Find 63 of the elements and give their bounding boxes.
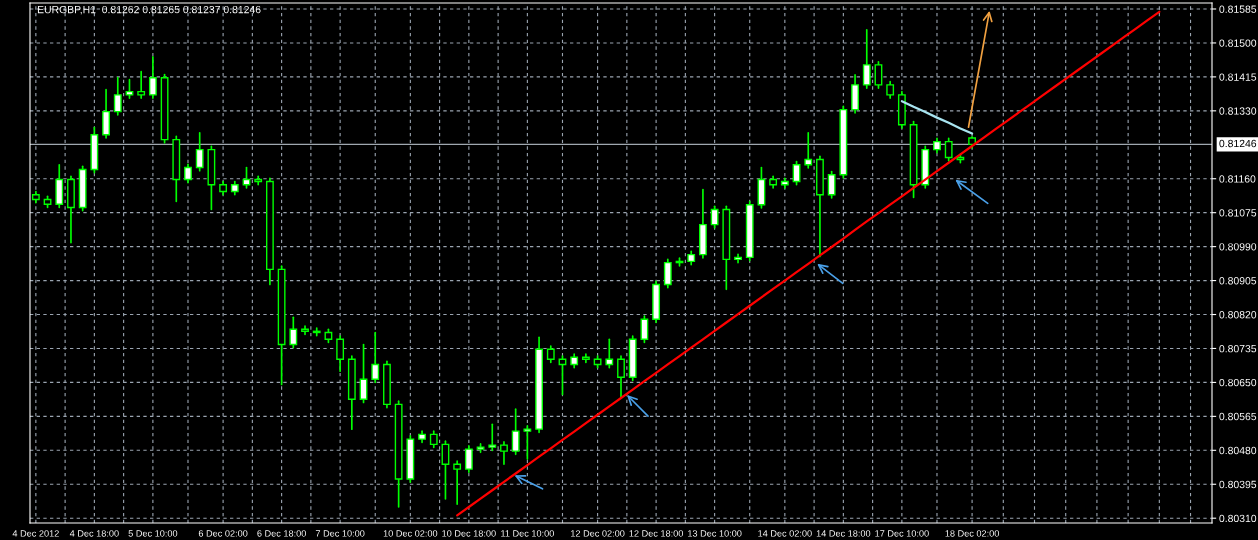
y-tick-label: 0.81075 (1219, 209, 1257, 217)
x-tick-label: 14 Dec 02:00 (758, 530, 812, 537)
candlestick (113, 76, 122, 116)
candlestick (804, 131, 813, 169)
x-tick-label: 17 Dec 10:00 (875, 530, 929, 537)
y-tick-label: 0.80395 (1219, 480, 1257, 489)
candlestick (581, 353, 590, 364)
candlestick (862, 28, 871, 89)
x-tick-label: 4 Dec 18:00 (69, 530, 119, 537)
candlestick (125, 78, 134, 99)
candlestick (184, 163, 192, 184)
x-tick-label: 14 Dec 18:00 (816, 530, 871, 537)
y-tick-label: 0.81585 (1219, 5, 1257, 13)
ref-line-label: 0.81246 (1219, 139, 1257, 148)
y-tick-label: 0.81500 (1219, 39, 1257, 47)
candlestick (148, 56, 157, 99)
y-tick-label: 0.80310 (1219, 514, 1257, 523)
candlestick (792, 160, 801, 186)
candlestick (371, 331, 380, 384)
candlestick (511, 408, 520, 456)
candlestick (663, 258, 672, 289)
x-tick-label: 18 Dec 02:00 (945, 530, 999, 537)
x-tick-label: 10 Dec 18:00 (442, 530, 496, 537)
y-tick-label: 0.80480 (1219, 446, 1257, 455)
candlestick (827, 170, 836, 199)
x-tick-label: 12 Dec 02:00 (571, 530, 625, 537)
candlestick (523, 425, 532, 460)
x-tick-label: 6 Dec 02:00 (198, 530, 248, 537)
candlestick (336, 335, 345, 373)
candlestick (874, 60, 883, 89)
candlestick (289, 316, 298, 349)
line-series (456, 10, 1161, 517)
x-tick-label: 11 Dec 10:00 (501, 530, 554, 537)
y-tick-label: 0.81415 (1219, 73, 1257, 81)
candlestick (500, 441, 508, 466)
candlestick (944, 137, 953, 162)
y-tick-label: 0.80820 (1219, 311, 1257, 319)
candlestick (710, 205, 719, 229)
candlestick (137, 70, 146, 99)
y-tick-label: 0.80735 (1219, 344, 1257, 353)
candlestick (464, 445, 473, 474)
y-tick-label: 0.80565 (1219, 412, 1257, 421)
x-tick-label: 10 Dec 02:00 (383, 530, 438, 537)
candlestick (102, 88, 110, 139)
y-tick-label: 0.80990 (1219, 243, 1257, 251)
x-tick-label: 12 Dec 18:00 (629, 530, 684, 537)
candlestick (640, 315, 649, 344)
candlestick (195, 131, 204, 172)
candlestick (301, 325, 309, 336)
y-tick-label: 0.81330 (1219, 107, 1257, 115)
y-tick-label: 0.80650 (1219, 378, 1257, 387)
y-tick-label: 0.80905 (1219, 277, 1257, 285)
candlestick (488, 423, 497, 452)
x-tick-label: 6 Dec 18:00 (257, 530, 306, 537)
candlestick (453, 460, 462, 506)
x-tick-label: 5 Dec 10:00 (128, 530, 178, 537)
chart-title: EURGBP,H1 0.81262 0.81265 0.81237 0.81246 (37, 5, 261, 15)
x-tick-label: 13 Dec 10:00 (688, 530, 742, 537)
candlestick (617, 355, 625, 399)
x-tick-label: 7 Dec 10:00 (315, 530, 365, 537)
candlestick (605, 338, 614, 369)
x-tick-label: 4 Dec 2012 (12, 530, 59, 537)
y-tick-label: 0.81160 (1219, 175, 1256, 183)
